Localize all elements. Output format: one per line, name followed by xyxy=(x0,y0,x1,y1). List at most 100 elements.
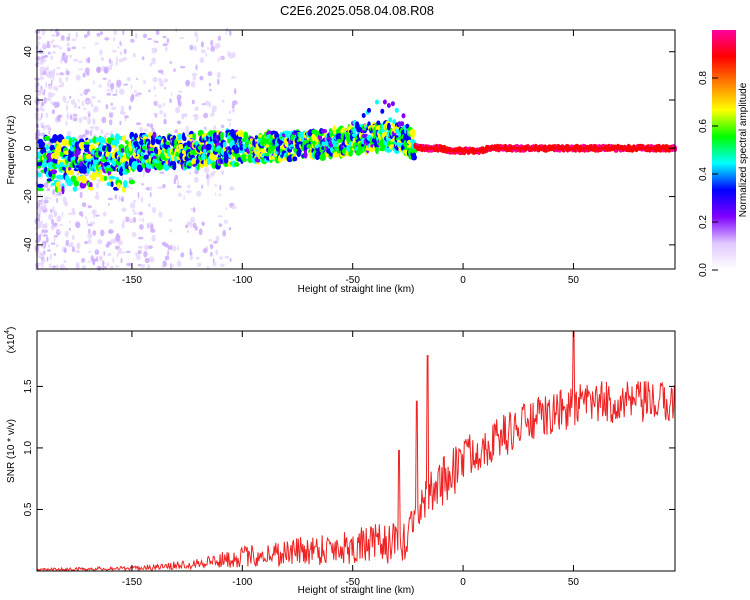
speckle-dot xyxy=(167,250,170,256)
ridge-cell xyxy=(89,182,93,189)
ridge-cell xyxy=(194,141,200,145)
speckle-dot xyxy=(83,107,87,111)
speckle-dot xyxy=(66,100,69,104)
speckle-dot xyxy=(192,76,197,81)
x-tick-label: -50 xyxy=(345,577,360,588)
speckle-dot xyxy=(222,229,227,237)
speckle-dot xyxy=(126,185,131,189)
speckle-dot xyxy=(117,45,120,49)
speckle-dot xyxy=(59,72,64,75)
speckle-dot xyxy=(56,66,61,69)
speckle-dot xyxy=(75,31,79,39)
speckle-dot xyxy=(75,74,81,81)
ridge-cell xyxy=(136,165,143,173)
ridge-cell xyxy=(55,181,60,188)
speckle-dot xyxy=(119,88,125,95)
speckle-dot xyxy=(71,207,75,213)
speckle-dot xyxy=(109,82,115,90)
speckle-dot xyxy=(106,89,111,92)
speckle-dot xyxy=(234,88,237,95)
speckle-dot xyxy=(100,229,105,237)
speckle-dot xyxy=(124,115,129,119)
speckle-dot xyxy=(97,239,103,245)
speckle-dot xyxy=(34,29,41,34)
ridge-cell xyxy=(44,135,51,141)
ridge-cell xyxy=(183,136,187,142)
speckle-dot xyxy=(213,124,217,131)
speckle-dot xyxy=(112,93,118,96)
speckle-dot xyxy=(147,222,149,230)
speckle-dot xyxy=(123,48,127,55)
speckle-dot xyxy=(110,238,117,244)
speckle-dot xyxy=(57,192,63,196)
speckle-dot xyxy=(183,113,188,118)
ridge-cell xyxy=(388,117,393,123)
speckle-dot xyxy=(108,229,114,234)
speckle-dot xyxy=(83,34,88,38)
speckle-dot xyxy=(216,71,221,78)
speckle-dot xyxy=(214,192,217,196)
ridge-cell xyxy=(258,134,263,138)
speckle-dot xyxy=(100,56,104,62)
y-tick-label: 40 xyxy=(23,46,34,58)
speckle-dot xyxy=(215,249,218,256)
speckle-dot xyxy=(174,129,178,134)
speckle-dot xyxy=(231,108,235,113)
speckle-dot xyxy=(158,211,163,218)
speckle-dot xyxy=(64,57,68,64)
speckle-dot xyxy=(47,51,51,55)
speckle-dot xyxy=(65,239,70,247)
speckle-dot xyxy=(62,52,66,56)
speckle-dot xyxy=(201,184,204,190)
speckle-dot xyxy=(209,88,212,92)
ridge-cell xyxy=(292,156,298,162)
speckle-dot xyxy=(52,51,56,54)
speckle-dot xyxy=(153,100,158,106)
speckle-dot xyxy=(71,38,77,42)
speckle-dot xyxy=(112,36,116,42)
speckle-dot xyxy=(61,211,64,218)
speckle-dot xyxy=(189,171,191,175)
speckle-dot xyxy=(84,241,88,245)
speckle-dot xyxy=(209,243,214,250)
speckle-dot xyxy=(56,197,58,204)
colorbar-label: Normalized spectral amplitude xyxy=(738,82,749,217)
speckle-dot xyxy=(81,258,86,263)
speckle-dot xyxy=(191,72,198,77)
speckle-dot xyxy=(43,124,46,131)
speckle-dot xyxy=(68,243,73,248)
speckle-dot xyxy=(85,99,91,104)
speckle-dot xyxy=(102,77,107,80)
speckle-dot xyxy=(141,56,145,61)
ridge-cell xyxy=(247,154,252,159)
speckle-dot xyxy=(154,94,157,98)
speckle-dot xyxy=(204,100,210,106)
ridge-cell xyxy=(351,133,358,138)
speckle-dot xyxy=(133,199,137,203)
speckle-dot xyxy=(102,264,105,271)
speckle-dot xyxy=(151,206,157,214)
speckle-dot xyxy=(43,97,47,104)
speckle-dot xyxy=(85,129,90,136)
ridge-cell xyxy=(390,101,395,107)
speckle-dot xyxy=(224,255,230,259)
speckle-dot xyxy=(50,40,54,45)
speckle-dot xyxy=(55,72,60,76)
speckle-dot xyxy=(200,49,206,54)
ridge-cell xyxy=(375,146,379,155)
speckle-dot xyxy=(94,249,100,256)
speckle-dot xyxy=(119,51,123,56)
speckle-dot xyxy=(135,94,138,97)
speckle-dot xyxy=(227,51,232,57)
speckle-dot xyxy=(212,258,215,263)
speckle-dot xyxy=(220,56,223,60)
speckle-dot xyxy=(63,247,67,254)
speckle-dot xyxy=(169,98,172,104)
speckle-dot xyxy=(139,218,142,221)
spectrogram-ridge xyxy=(36,99,677,195)
speckle-dot xyxy=(84,216,87,220)
ridge-cell xyxy=(84,148,90,153)
speckle-dot xyxy=(64,230,70,238)
speckle-dot xyxy=(109,219,114,224)
speckle-dot xyxy=(64,99,67,104)
